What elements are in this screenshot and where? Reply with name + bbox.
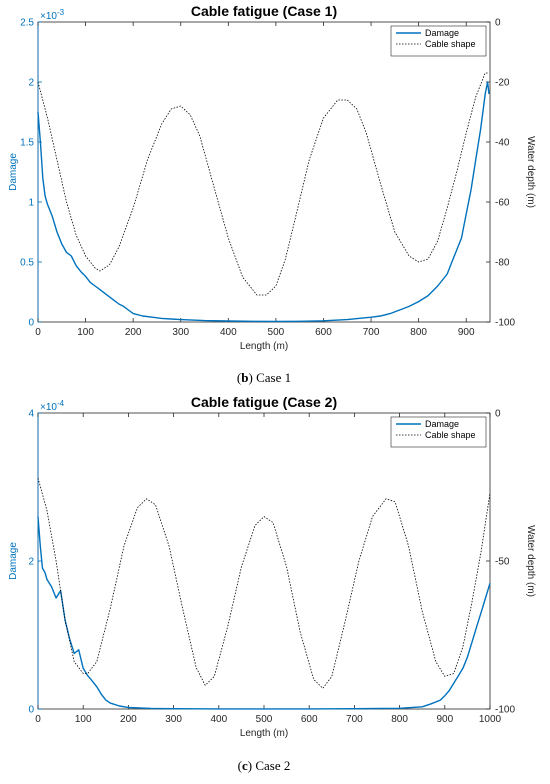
right-axis-label: Water depth (m) (525, 525, 536, 597)
x-tick-label: 200 (120, 714, 137, 725)
caption-text: Case 2 (252, 758, 290, 773)
x-axis-label: Length (m) (240, 341, 288, 352)
right-tick-label: 0 (495, 409, 501, 420)
chart-2: Cable fatigue (Case 2)0 100 200 300 400 500 60… (8, 394, 536, 773)
x-tick-label: 500 (268, 327, 285, 338)
plot-area (37, 412, 491, 710)
x-tick-label: 200 (125, 327, 142, 338)
right-tick-label: -100 (495, 318, 515, 329)
x-tick-label: 800 (410, 327, 427, 338)
chart-1: Cable fatigue (Case 1)0 100 200 300 400 500 60… (8, 3, 536, 385)
caption-paren-close: ) (248, 370, 252, 385)
x-tick-label: 600 (315, 327, 332, 338)
exponent-base: ×10 (40, 11, 57, 22)
caption-paren-open: ( (238, 758, 242, 773)
x-tick-label: 100 (77, 327, 94, 338)
legend-box (390, 25, 487, 57)
right-tick-label: -50 (495, 557, 510, 568)
left-tick-label: 0 (28, 705, 34, 716)
x-axis-label: Length (m) (240, 728, 288, 739)
plot-area (37, 21, 491, 323)
right-axis-label: Water depth (m) (525, 136, 536, 208)
x-tick-label: 0 (35, 327, 41, 338)
caption-paren-close: ) (248, 758, 252, 773)
x-tick-label: 400 (220, 327, 237, 338)
caption-paren-open: ( (237, 370, 241, 385)
chart-title: Cable fatigue (Case 2) (191, 394, 337, 410)
left-axis-exponent: ×10-3 (40, 8, 65, 22)
left-axis-label: Damage (8, 542, 19, 580)
figure-caption: (b) Case 1 (237, 370, 291, 385)
legend-entry: Cable shape (425, 39, 476, 49)
right-tick-label: -40 (495, 138, 510, 149)
cable-shape-series-line (37, 477, 491, 689)
x-tick-label: 700 (346, 714, 363, 725)
left-tick-label: 4 (28, 409, 34, 420)
exponent-power: -4 (57, 399, 65, 408)
cable-shape-series-line (37, 72, 489, 296)
caption-letter: c (242, 758, 248, 773)
x-tick-label: 900 (458, 327, 475, 338)
right-tick-label: -60 (495, 198, 510, 209)
x-tick-label: 100 (75, 714, 92, 725)
legend-box (390, 416, 487, 448)
right-tick-label: -100 (495, 705, 515, 716)
x-tick-label: 900 (436, 714, 453, 725)
legend-entry: Damage (425, 28, 459, 38)
exponent-base: ×10 (40, 402, 57, 413)
left-tick-label: 2.5 (20, 18, 34, 29)
left-tick-label: 2 (28, 78, 34, 89)
x-tick-label: 500 (256, 714, 273, 725)
exponent-power: -3 (57, 8, 65, 17)
left-tick-label: 0 (28, 318, 34, 329)
right-tick-label: -80 (495, 258, 510, 269)
damage-series-line (37, 516, 491, 710)
legend-entry: Cable shape (425, 430, 476, 440)
x-tick-label: 0 (35, 714, 41, 725)
x-tick-label: 600 (301, 714, 318, 725)
x-tick-label: 400 (210, 714, 227, 725)
x-tick-label: 800 (391, 714, 408, 725)
figure-caption: (c) Case 2 (238, 758, 291, 773)
right-tick-label: 0 (495, 18, 501, 29)
x-tick-label: 300 (172, 327, 189, 338)
caption-text: Case 1 (253, 370, 291, 385)
left-tick-label: 0.5 (20, 258, 34, 269)
chart-title: Cable fatigue (Case 1) (191, 3, 337, 19)
left-axis-label: Damage (8, 153, 19, 191)
left-axis-exponent: ×10-4 (40, 399, 65, 413)
left-tick-label: 1 (28, 198, 34, 209)
damage-series-line (37, 81, 490, 323)
right-tick-label: -20 (495, 78, 510, 89)
x-tick-label: 300 (165, 714, 182, 725)
caption-letter: b (241, 370, 248, 385)
x-tick-label: 700 (363, 327, 380, 338)
legend-entry: Damage (425, 419, 459, 429)
left-tick-label: 1.5 (20, 138, 34, 149)
left-tick-label: 2 (28, 557, 34, 568)
x-tick-label: 1000 (479, 714, 502, 725)
